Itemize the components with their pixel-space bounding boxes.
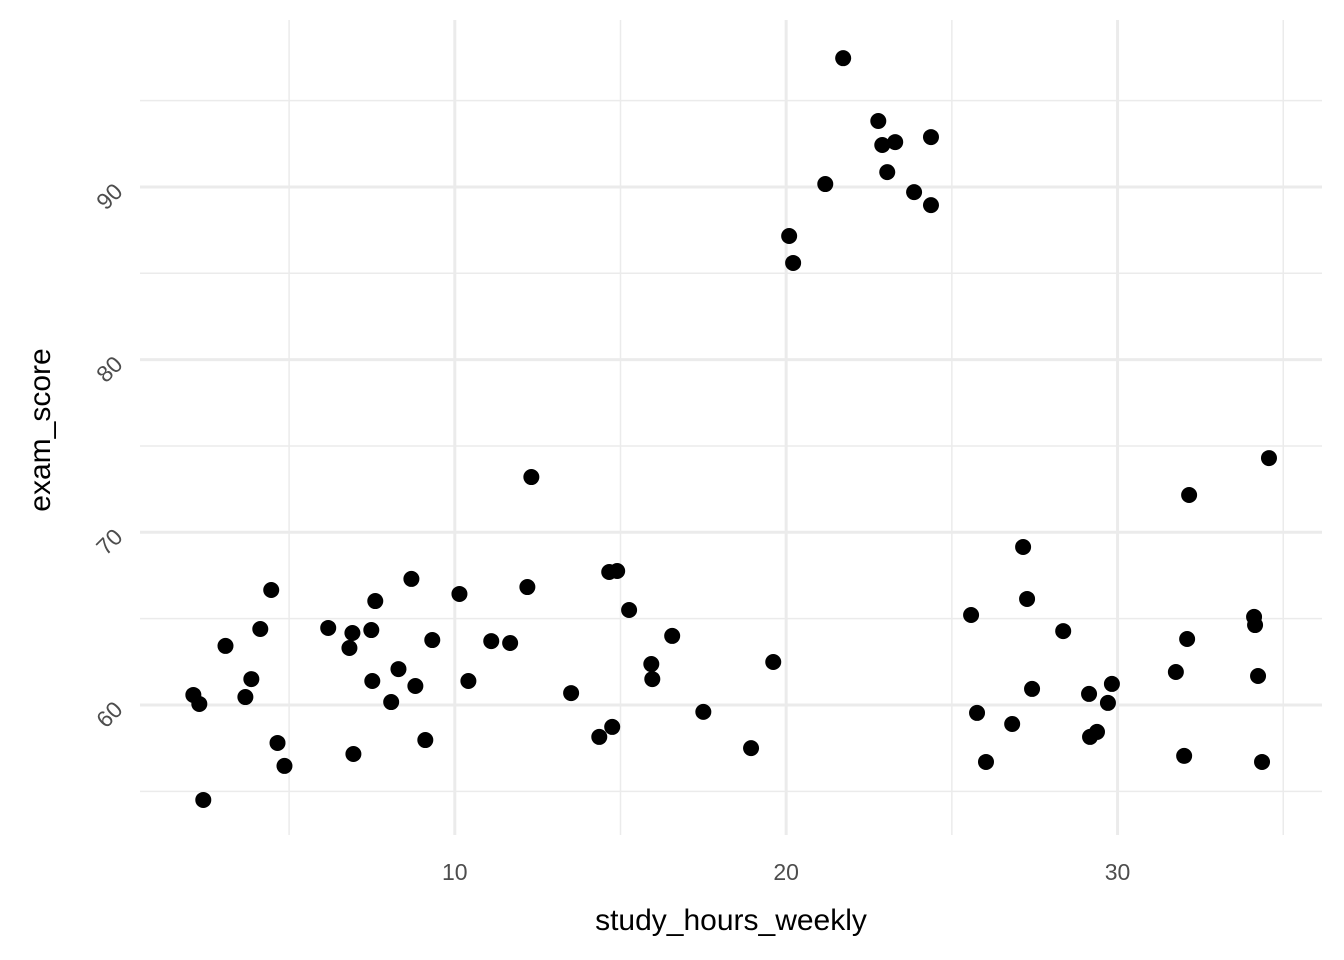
point [252,621,269,638]
point [1181,487,1198,504]
point [345,746,362,763]
point [743,740,760,757]
point [906,184,923,201]
point [263,581,280,598]
point [1179,631,1196,648]
point [417,732,434,749]
point [922,197,939,214]
y-tick-label: 80 [91,351,127,387]
point [695,703,712,720]
point [390,661,407,678]
point [870,113,887,130]
point [195,791,212,808]
point [383,694,400,711]
point [887,134,904,151]
point [969,704,986,721]
x-tick-label: 10 [442,859,468,885]
point [217,637,234,654]
point [519,579,536,596]
point [765,653,782,670]
point [1081,685,1098,702]
point [237,689,254,706]
point [879,164,896,181]
point [963,607,980,624]
point [644,671,661,688]
point [1099,694,1116,711]
point [320,619,337,636]
point [591,728,608,745]
point [243,671,260,688]
point [363,622,380,639]
point [1055,623,1072,640]
y-tick-label: 70 [91,523,127,559]
point [835,50,852,67]
point [1176,747,1193,764]
point [1004,715,1021,732]
point [269,734,286,751]
point [1024,680,1041,697]
point [1019,590,1036,607]
y-tick-label: 60 [91,696,127,732]
point [1088,723,1105,740]
point [502,634,519,651]
point [785,254,802,271]
point [621,602,638,619]
point [407,677,424,694]
point [1015,538,1032,555]
x-tick-label: 30 [1105,859,1131,885]
point [1167,664,1184,680]
point [344,624,361,641]
point [364,672,381,689]
point [643,656,660,673]
x-axis-title: study_hours_weekly [595,904,867,937]
point [367,593,384,610]
point [781,228,798,245]
point [1254,753,1271,770]
point [1250,667,1267,684]
point [483,633,500,650]
point [451,585,468,602]
point [1103,675,1120,692]
x-tick-label: 20 [773,859,799,885]
point [341,639,358,656]
point [276,757,293,774]
point [604,718,621,735]
point [664,627,681,644]
point [403,570,420,587]
point [922,129,939,146]
point [817,176,834,193]
point [563,685,580,702]
point [523,469,540,486]
point [460,672,477,689]
point [609,562,626,579]
point [424,632,441,649]
point [191,695,208,712]
point [1247,617,1264,634]
point [977,753,994,770]
y-axis-title: exam_score [24,348,57,511]
point [1260,450,1277,467]
point [874,137,891,154]
y-tick-label: 90 [91,178,127,214]
